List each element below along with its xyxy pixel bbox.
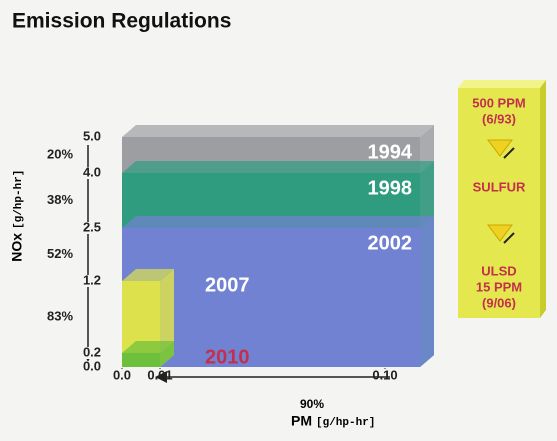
x-tick-label: 0.10 <box>372 367 397 382</box>
y-tick-label: 0.0 <box>83 358 101 373</box>
sulfur-from: (6/93) <box>482 111 516 126</box>
block-top <box>122 125 434 137</box>
block-label: 1994 <box>368 141 413 163</box>
block-top <box>122 216 434 228</box>
y-tick-bg <box>78 275 100 287</box>
y-reduction: 38% <box>47 192 73 207</box>
y-tick-label: 1.2 <box>83 272 101 287</box>
x-tick-label: 0.01 <box>147 367 172 382</box>
y-tick-label: 5.0 <box>83 128 101 143</box>
y-reduction: 20% <box>47 146 73 161</box>
x-label-unit: [g/hp-hr] <box>316 417 375 429</box>
block <box>122 353 160 367</box>
x-reduction: 90% <box>300 397 324 411</box>
block-side <box>160 341 174 367</box>
y-axis-title: NOx [g/hp-hr] <box>9 170 25 262</box>
y-reduction: 83% <box>47 308 73 323</box>
y-tick-bg <box>78 222 100 234</box>
y-reduction: 52% <box>47 246 73 261</box>
x-label: PM <box>291 413 312 429</box>
block-top <box>122 341 174 353</box>
y-tick-bg <box>78 167 100 179</box>
block-label: 2010 <box>205 346 250 368</box>
y-label-unit: [g/hp-hr] <box>13 170 25 229</box>
sulfur-to: ULSD <box>481 263 516 278</box>
chart-title: Emission Regulations <box>12 10 231 33</box>
y-tick-label: 0.2 <box>83 344 101 359</box>
sulfur-from: 500 PPM <box>472 95 525 110</box>
y-tick-label: 4.0 <box>83 164 101 179</box>
block-label: 1998 <box>368 177 413 199</box>
block-top <box>122 161 434 173</box>
sulfur-label: SULFUR <box>473 179 526 194</box>
y-tick-bg <box>78 361 100 373</box>
sulfur-to: (9/06) <box>482 295 516 310</box>
block-label: 2007 <box>205 274 250 296</box>
block-label: 2002 <box>368 232 413 254</box>
y-tick-label: 2.5 <box>83 219 101 234</box>
y-label: NOx <box>9 233 25 262</box>
y-tick-bg <box>78 347 100 359</box>
sulfur-to: 15 PPM <box>476 279 522 294</box>
x-tick-label: 0.0 <box>113 367 131 382</box>
y-tick-bg <box>78 131 100 143</box>
block-side <box>420 216 434 367</box>
block-top <box>122 269 174 281</box>
